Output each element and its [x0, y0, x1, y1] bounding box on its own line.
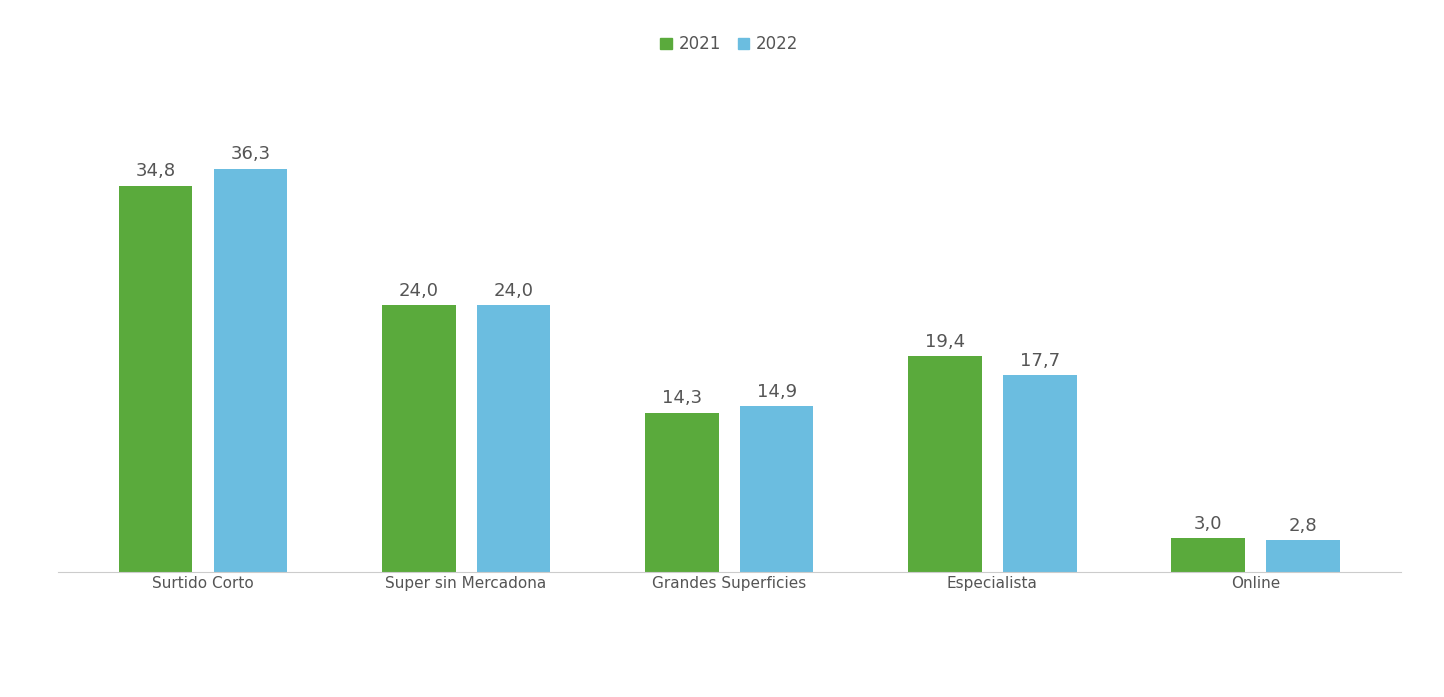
Bar: [118, 185, 192, 572]
Text: 14,9: 14,9: [757, 383, 797, 401]
Text: 3,0: 3,0: [1194, 514, 1222, 533]
Legend: 2021, 2022: 2021, 2022: [654, 29, 804, 60]
Text: 24,0: 24,0: [399, 282, 439, 300]
Text: 36,3: 36,3: [230, 146, 270, 164]
Bar: [381, 305, 456, 572]
Bar: [645, 413, 719, 572]
Bar: [477, 305, 550, 572]
Text: 14,3: 14,3: [661, 390, 702, 408]
Text: 19,4: 19,4: [926, 333, 965, 351]
Text: 24,0: 24,0: [494, 282, 533, 300]
Text: 17,7: 17,7: [1019, 352, 1060, 369]
Text: 34,8: 34,8: [136, 162, 176, 180]
Bar: [908, 356, 982, 572]
Bar: [1171, 538, 1245, 572]
Bar: [1002, 375, 1077, 572]
Text: 2,8: 2,8: [1288, 517, 1317, 535]
Bar: [1266, 540, 1340, 572]
Bar: [739, 406, 813, 572]
Bar: [214, 169, 287, 572]
